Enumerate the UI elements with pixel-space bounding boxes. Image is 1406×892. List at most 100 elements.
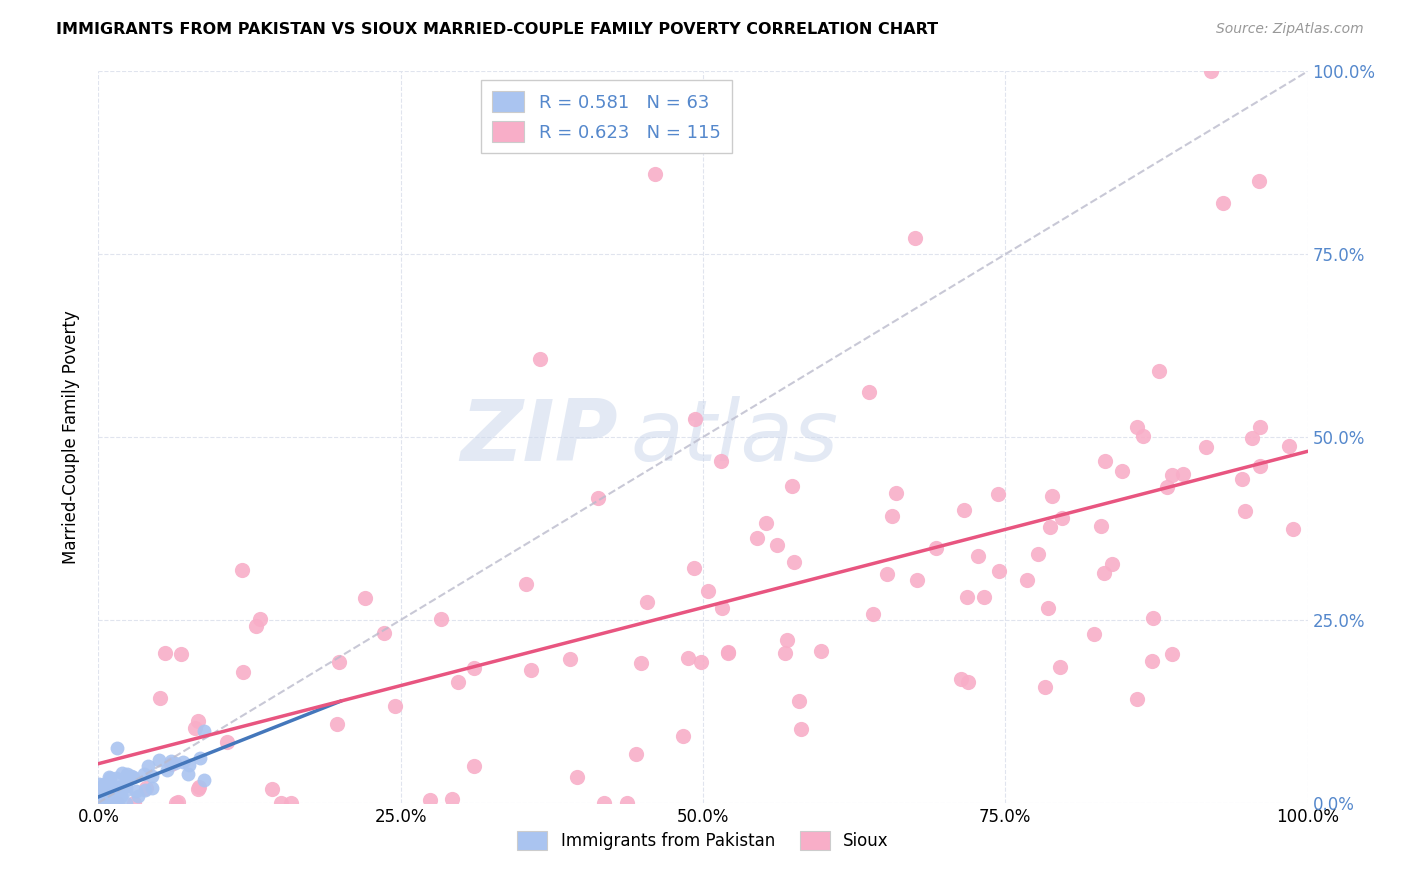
Point <box>418 793 440 807</box>
Y-axis label: Married-Couple Family Poverty: Married-Couple Family Poverty <box>62 310 80 564</box>
Point <box>880 509 903 524</box>
Point <box>104 796 127 810</box>
Point <box>858 384 880 399</box>
Point <box>193 723 215 738</box>
Point <box>110 785 132 799</box>
Point <box>956 590 979 604</box>
Point <box>1094 454 1116 468</box>
Point <box>160 756 183 771</box>
Point <box>1173 467 1195 481</box>
Point <box>215 734 238 748</box>
Point <box>1083 627 1105 641</box>
Point <box>717 646 740 660</box>
Point <box>567 770 589 784</box>
Legend: Immigrants from Pakistan, Sioux: Immigrants from Pakistan, Sioux <box>508 821 898 860</box>
Point <box>440 792 463 806</box>
Point <box>115 767 138 781</box>
Point <box>755 516 778 531</box>
Point <box>520 663 543 677</box>
Point <box>636 595 658 609</box>
Point <box>172 755 194 769</box>
Point <box>101 796 124 810</box>
Point <box>89 796 111 810</box>
Point <box>93 796 115 810</box>
Text: Source: ZipAtlas.com: Source: ZipAtlas.com <box>1216 22 1364 37</box>
Point <box>96 795 118 809</box>
Point <box>89 777 111 791</box>
Point <box>672 729 695 743</box>
Point <box>1036 600 1059 615</box>
Point <box>747 531 769 545</box>
Point <box>1241 431 1264 445</box>
Point <box>122 770 145 784</box>
Point <box>124 783 146 797</box>
Point <box>1111 464 1133 478</box>
Point <box>1249 174 1271 188</box>
Point <box>529 352 551 367</box>
Point <box>447 675 470 690</box>
Point <box>149 690 172 705</box>
Point <box>967 549 990 563</box>
Point <box>110 789 132 803</box>
Point <box>169 648 191 662</box>
Point <box>93 781 115 796</box>
Point <box>644 167 666 181</box>
Point <box>697 583 720 598</box>
Point <box>105 796 128 810</box>
Point <box>93 792 115 806</box>
Point <box>270 796 292 810</box>
Point <box>1126 692 1149 706</box>
Point <box>104 771 127 785</box>
Point <box>91 790 114 805</box>
Point <box>1101 557 1123 571</box>
Point <box>245 619 267 633</box>
Point <box>463 758 485 772</box>
Point <box>98 779 121 793</box>
Point <box>111 766 134 780</box>
Point <box>683 411 706 425</box>
Point <box>114 796 136 810</box>
Point <box>167 795 190 809</box>
Point <box>1140 654 1163 668</box>
Point <box>1090 518 1112 533</box>
Point <box>232 665 254 680</box>
Point <box>862 607 884 622</box>
Point <box>105 741 128 756</box>
Point <box>231 562 253 576</box>
Point <box>717 645 740 659</box>
Point <box>776 633 799 648</box>
Point <box>280 796 302 810</box>
Point <box>120 769 142 783</box>
Point <box>93 777 115 791</box>
Point <box>373 626 395 640</box>
Point <box>101 784 124 798</box>
Point <box>110 780 132 794</box>
Point <box>384 698 406 713</box>
Point <box>326 716 349 731</box>
Point <box>87 796 110 810</box>
Point <box>262 781 284 796</box>
Point <box>810 643 832 657</box>
Point <box>135 780 157 795</box>
Point <box>1278 439 1301 453</box>
Point <box>89 796 111 810</box>
Point <box>89 783 111 797</box>
Point <box>905 573 928 587</box>
Point <box>1161 647 1184 661</box>
Point <box>1195 440 1218 454</box>
Text: atlas: atlas <box>630 395 838 479</box>
Point <box>148 753 170 767</box>
Point <box>560 652 582 666</box>
Point <box>179 757 201 772</box>
Point <box>626 747 648 761</box>
Point <box>710 454 733 468</box>
Point <box>97 791 120 805</box>
Point <box>155 763 177 777</box>
Point <box>328 655 350 669</box>
Point <box>132 766 155 780</box>
Point <box>952 502 974 516</box>
Point <box>98 793 121 807</box>
Point <box>787 694 810 708</box>
Point <box>94 796 117 810</box>
Point <box>986 487 1008 501</box>
